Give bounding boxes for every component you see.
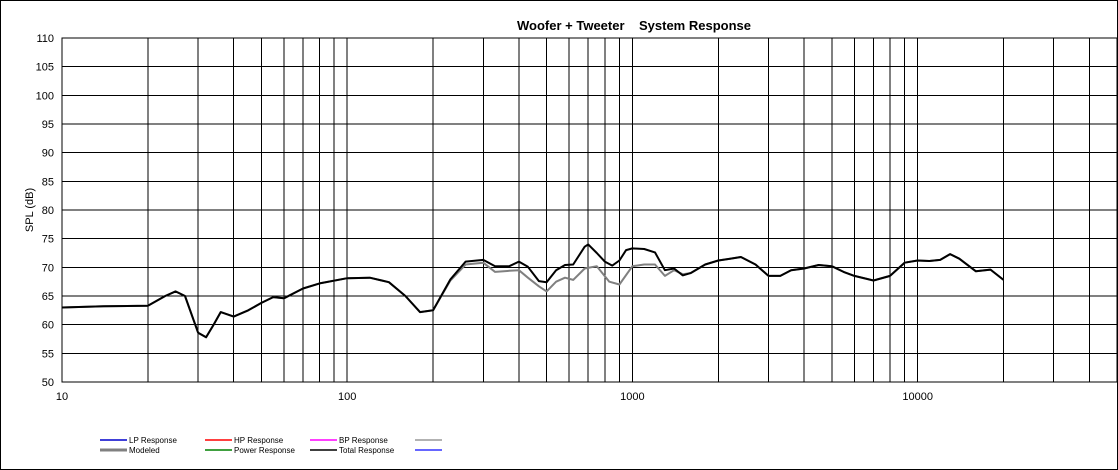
y-tick-label: 75 — [42, 234, 54, 246]
y-tick-label: 90 — [42, 148, 54, 160]
legend: LP Response HP Response BP Response Modeled… — [100, 436, 442, 455]
y-tick-label: 80 — [42, 205, 54, 217]
y-tick-label: 85 — [42, 176, 54, 188]
series-total-response — [61, 243, 1005, 339]
y-tick-label: 100 — [36, 90, 54, 102]
chart-title: Woofer + Tweeter System Response — [517, 18, 751, 33]
y-tick-label: 60 — [42, 320, 54, 332]
legend-item: Total Response — [310, 446, 395, 455]
x-tick-label: 100 — [338, 391, 356, 403]
legend-item: BP Response — [310, 436, 388, 445]
legend-item: Power Response — [205, 446, 295, 455]
y-tick-label: 50 — [42, 377, 54, 389]
legend-label: HP Response — [234, 436, 284, 445]
legend-label: LP Response — [129, 436, 177, 445]
legend-label: Power Response — [234, 446, 295, 455]
legend-item: Modeled — [100, 446, 160, 455]
legend-label: Modeled — [129, 446, 160, 455]
legend-label: Total Response — [339, 446, 395, 455]
x-tick-label: 1000 — [620, 391, 644, 403]
legend-item: LP Response — [100, 436, 177, 445]
legend-label: BP Response — [339, 436, 388, 445]
y-axis-label: SPL (dB) — [24, 188, 36, 232]
plot-area-border — [61, 37, 1118, 383]
grid — [62, 37, 1117, 383]
series-lines — [61, 243, 1005, 339]
legend-item: HP Response — [205, 436, 284, 445]
y-tick-label: 70 — [42, 262, 54, 274]
y-tick-label: 110 — [36, 33, 54, 45]
x-tick-label: 10 — [56, 391, 68, 403]
x-tick-label: 10000 — [902, 391, 933, 403]
y-tick-label: 55 — [42, 348, 54, 360]
y-tick-label: 95 — [42, 119, 54, 131]
y-tick-label: 65 — [42, 291, 54, 303]
y-tick-label: 105 — [36, 62, 54, 74]
tick-labels: 50 55 60 65 70 75 80 85 90 95 100 105 110 10 100 1000 10… — [36, 33, 933, 403]
